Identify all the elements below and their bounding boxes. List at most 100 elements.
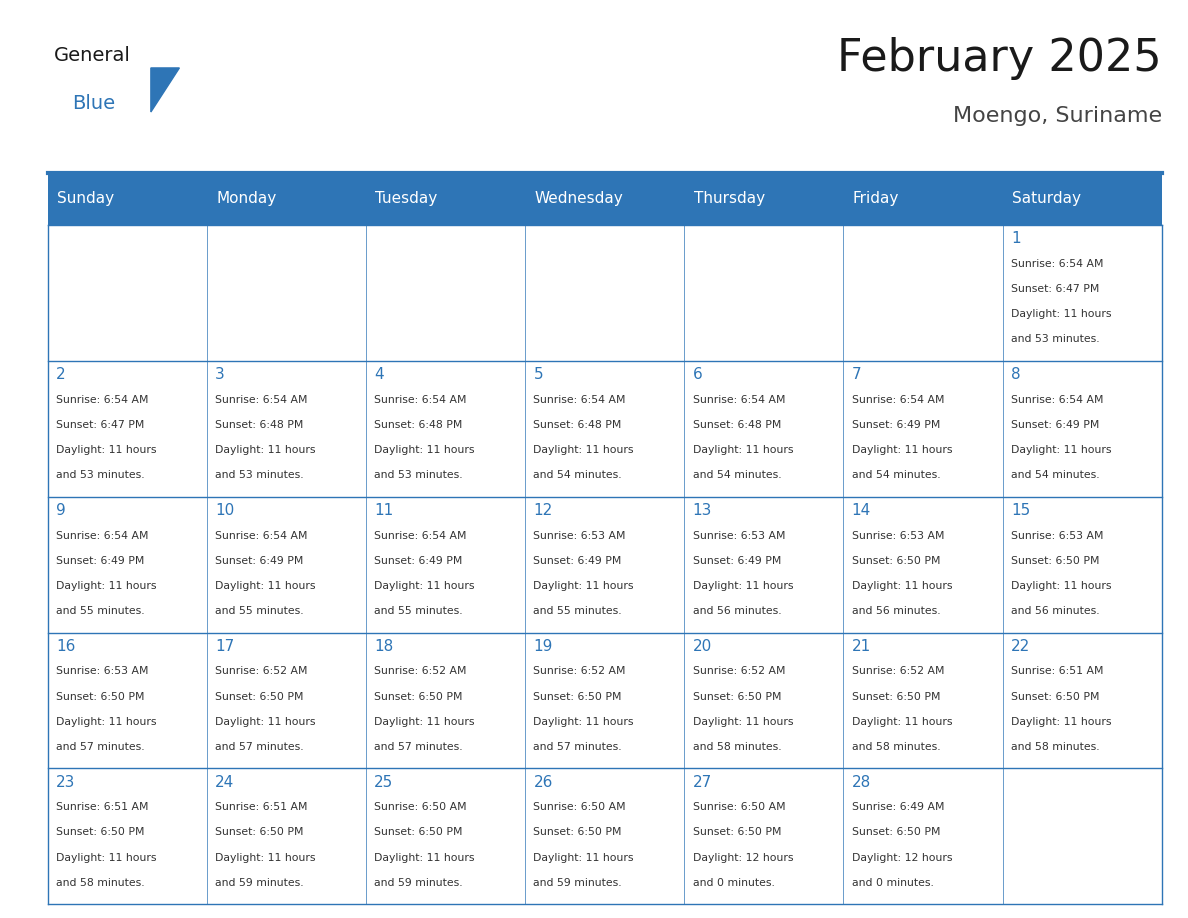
Text: Sunrise: 6:54 AM: Sunrise: 6:54 AM (693, 395, 785, 405)
Text: Daylight: 11 hours: Daylight: 11 hours (852, 445, 953, 455)
Text: and 54 minutes.: and 54 minutes. (693, 470, 782, 480)
Text: Sunset: 6:50 PM: Sunset: 6:50 PM (852, 555, 940, 565)
Text: Sunset: 6:49 PM: Sunset: 6:49 PM (374, 555, 462, 565)
Text: and 59 minutes.: and 59 minutes. (533, 878, 623, 888)
Text: Sunset: 6:49 PM: Sunset: 6:49 PM (56, 555, 144, 565)
Text: Sunset: 6:50 PM: Sunset: 6:50 PM (215, 691, 303, 701)
Text: 1: 1 (1011, 231, 1020, 246)
Text: Sunset: 6:50 PM: Sunset: 6:50 PM (56, 827, 144, 837)
Text: Daylight: 11 hours: Daylight: 11 hours (1011, 445, 1112, 455)
Text: and 55 minutes.: and 55 minutes. (215, 606, 304, 616)
Text: Sunrise: 6:54 AM: Sunrise: 6:54 AM (56, 531, 148, 541)
Text: Sunrise: 6:54 AM: Sunrise: 6:54 AM (1011, 395, 1104, 405)
Text: Sunrise: 6:49 AM: Sunrise: 6:49 AM (852, 802, 944, 812)
Text: Daylight: 11 hours: Daylight: 11 hours (693, 581, 794, 591)
Text: Daylight: 11 hours: Daylight: 11 hours (693, 445, 794, 455)
Text: Daylight: 11 hours: Daylight: 11 hours (56, 853, 157, 863)
Text: Daylight: 11 hours: Daylight: 11 hours (533, 581, 634, 591)
Text: Sunrise: 6:53 AM: Sunrise: 6:53 AM (693, 531, 785, 541)
Text: and 53 minutes.: and 53 minutes. (56, 470, 145, 480)
Text: and 54 minutes.: and 54 minutes. (533, 470, 623, 480)
Text: and 53 minutes.: and 53 minutes. (1011, 334, 1100, 344)
Text: and 57 minutes.: and 57 minutes. (215, 742, 304, 752)
Bar (48, 173, 1162, 225)
Text: Daylight: 12 hours: Daylight: 12 hours (693, 853, 794, 863)
Text: Sunset: 6:48 PM: Sunset: 6:48 PM (693, 420, 781, 430)
Text: Sunrise: 6:52 AM: Sunrise: 6:52 AM (533, 666, 626, 677)
Text: and 55 minutes.: and 55 minutes. (374, 606, 463, 616)
Text: Sunset: 6:48 PM: Sunset: 6:48 PM (215, 420, 303, 430)
Text: General: General (53, 46, 131, 65)
Text: Daylight: 11 hours: Daylight: 11 hours (56, 717, 157, 727)
Text: Sunrise: 6:52 AM: Sunrise: 6:52 AM (374, 666, 467, 677)
Text: and 0 minutes.: and 0 minutes. (852, 878, 934, 888)
Text: Wednesday: Wednesday (535, 191, 624, 207)
Text: 13: 13 (693, 503, 712, 518)
Text: Daylight: 11 hours: Daylight: 11 hours (215, 581, 316, 591)
Text: Sunrise: 6:50 AM: Sunrise: 6:50 AM (533, 802, 626, 812)
Text: Sunset: 6:50 PM: Sunset: 6:50 PM (56, 691, 144, 701)
Text: Daylight: 11 hours: Daylight: 11 hours (374, 853, 475, 863)
Text: Daylight: 11 hours: Daylight: 11 hours (533, 717, 634, 727)
Text: and 55 minutes.: and 55 minutes. (533, 606, 623, 616)
Text: Friday: Friday (853, 191, 899, 207)
Text: Sunset: 6:50 PM: Sunset: 6:50 PM (215, 827, 303, 837)
Text: Daylight: 11 hours: Daylight: 11 hours (215, 853, 316, 863)
Text: Sunrise: 6:52 AM: Sunrise: 6:52 AM (852, 666, 944, 677)
Text: and 56 minutes.: and 56 minutes. (852, 606, 941, 616)
Text: Daylight: 11 hours: Daylight: 11 hours (852, 581, 953, 591)
Text: Saturday: Saturday (1012, 191, 1081, 207)
Text: Daylight: 11 hours: Daylight: 11 hours (533, 853, 634, 863)
Text: Daylight: 11 hours: Daylight: 11 hours (1011, 717, 1112, 727)
Text: Daylight: 11 hours: Daylight: 11 hours (374, 581, 475, 591)
Text: Sunset: 6:50 PM: Sunset: 6:50 PM (374, 827, 462, 837)
Text: and 59 minutes.: and 59 minutes. (374, 878, 463, 888)
Text: Sunset: 6:50 PM: Sunset: 6:50 PM (1011, 691, 1099, 701)
Text: and 56 minutes.: and 56 minutes. (693, 606, 782, 616)
Text: 10: 10 (215, 503, 234, 518)
Text: 16: 16 (56, 639, 75, 654)
Text: 19: 19 (533, 639, 552, 654)
Text: 3: 3 (215, 367, 225, 382)
Text: and 53 minutes.: and 53 minutes. (374, 470, 463, 480)
Text: 18: 18 (374, 639, 393, 654)
Text: Tuesday: Tuesday (375, 191, 437, 207)
Text: Sunrise: 6:54 AM: Sunrise: 6:54 AM (215, 531, 308, 541)
Text: Sunset: 6:47 PM: Sunset: 6:47 PM (56, 420, 144, 430)
Text: Sunset: 6:50 PM: Sunset: 6:50 PM (852, 691, 940, 701)
Text: Sunrise: 6:52 AM: Sunrise: 6:52 AM (693, 666, 785, 677)
Text: and 55 minutes.: and 55 minutes. (56, 606, 145, 616)
Text: Sunrise: 6:51 AM: Sunrise: 6:51 AM (1011, 666, 1104, 677)
Text: Sunset: 6:47 PM: Sunset: 6:47 PM (1011, 284, 1099, 294)
Text: and 53 minutes.: and 53 minutes. (215, 470, 304, 480)
Text: Daylight: 11 hours: Daylight: 11 hours (215, 717, 316, 727)
Text: and 54 minutes.: and 54 minutes. (1011, 470, 1100, 480)
Text: 15: 15 (1011, 503, 1030, 518)
Text: 24: 24 (215, 775, 234, 789)
Text: Sunset: 6:50 PM: Sunset: 6:50 PM (693, 827, 781, 837)
Text: and 58 minutes.: and 58 minutes. (56, 878, 145, 888)
Text: Moengo, Suriname: Moengo, Suriname (953, 106, 1162, 126)
Text: and 56 minutes.: and 56 minutes. (1011, 606, 1100, 616)
Text: Sunrise: 6:54 AM: Sunrise: 6:54 AM (533, 395, 626, 405)
Text: Sunrise: 6:54 AM: Sunrise: 6:54 AM (56, 395, 148, 405)
Text: Daylight: 11 hours: Daylight: 11 hours (533, 445, 634, 455)
Text: Sunrise: 6:54 AM: Sunrise: 6:54 AM (215, 395, 308, 405)
Text: 5: 5 (533, 367, 543, 382)
Text: 23: 23 (56, 775, 75, 789)
Text: 26: 26 (533, 775, 552, 789)
Text: Sunset: 6:50 PM: Sunset: 6:50 PM (693, 691, 781, 701)
Text: Sunday: Sunday (57, 191, 114, 207)
Text: 12: 12 (533, 503, 552, 518)
Text: Sunrise: 6:52 AM: Sunrise: 6:52 AM (215, 666, 308, 677)
Text: Sunrise: 6:53 AM: Sunrise: 6:53 AM (1011, 531, 1104, 541)
Text: Daylight: 11 hours: Daylight: 11 hours (1011, 581, 1112, 591)
Text: Sunset: 6:49 PM: Sunset: 6:49 PM (215, 555, 303, 565)
Text: Sunset: 6:48 PM: Sunset: 6:48 PM (374, 420, 462, 430)
Text: Sunset: 6:50 PM: Sunset: 6:50 PM (1011, 555, 1099, 565)
Text: Sunrise: 6:54 AM: Sunrise: 6:54 AM (852, 395, 944, 405)
Text: 25: 25 (374, 775, 393, 789)
Text: and 58 minutes.: and 58 minutes. (1011, 742, 1100, 752)
Text: Sunrise: 6:51 AM: Sunrise: 6:51 AM (215, 802, 308, 812)
Text: and 58 minutes.: and 58 minutes. (852, 742, 941, 752)
